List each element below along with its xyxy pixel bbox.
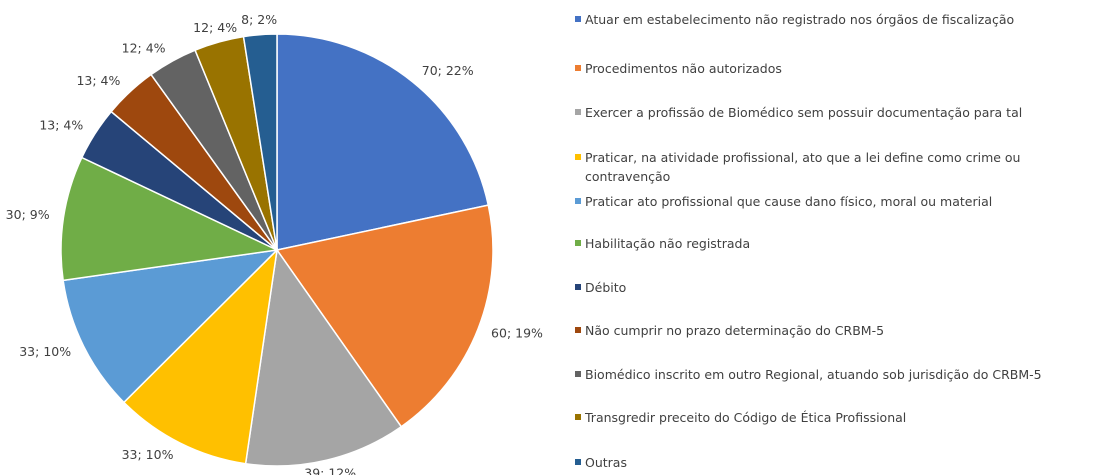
- data-label: 30; 9%: [6, 207, 50, 222]
- data-label: 33; 10%: [122, 447, 174, 462]
- pie-slice: [244, 248, 403, 467]
- legend-item: Não cumprir no prazo determinação do CRB…: [575, 321, 1105, 340]
- pie-slice: [122, 247, 279, 465]
- legend-swatch: [575, 284, 581, 290]
- legend-label: Praticar, na atividade profissional, ato…: [585, 150, 1021, 184]
- legend-swatch: [575, 371, 581, 377]
- legend-swatch: [575, 198, 581, 204]
- data-label: 70; 22%: [422, 63, 474, 78]
- legend-swatch: [575, 240, 581, 246]
- legend-label: Habilitação não registrada: [585, 236, 751, 251]
- legend-item: Procedimentos não autorizados: [575, 59, 1105, 78]
- legend-label: Não cumprir no prazo determinação do CRB…: [585, 323, 885, 338]
- legend-item: Transgredir preceito do Código de Ética …: [575, 408, 1105, 427]
- legend-item: Débito: [575, 278, 1105, 297]
- legend-label: Praticar ato profissional que cause dano…: [585, 194, 993, 209]
- data-label: 39; 12%: [304, 465, 356, 475]
- legend-label: Biomédico inscrito em outro Regional, at…: [585, 367, 1042, 382]
- legend-swatch: [575, 65, 581, 71]
- data-label: 13; 4%: [39, 118, 83, 133]
- legend-label: Débito: [585, 280, 627, 295]
- legend-label: Atuar em estabelecimento não registrado …: [585, 12, 1015, 27]
- pie-slice: [275, 204, 494, 428]
- data-label: 8; 2%: [241, 12, 277, 27]
- legend-item: Outras: [575, 453, 1105, 472]
- data-label: 12; 4%: [193, 20, 237, 35]
- legend-swatch: [575, 16, 581, 22]
- legend-label: Transgredir preceito do Código de Ética …: [585, 410, 907, 425]
- legend-item: Atuar em estabelecimento não registrado …: [575, 10, 1105, 29]
- legend-swatch: [575, 109, 581, 115]
- legend-label: Outras: [585, 455, 627, 470]
- legend-item: Biomédico inscrito em outro Regional, at…: [575, 365, 1105, 384]
- legend-label: Exercer a profissão de Biomédico sem pos…: [585, 105, 1023, 120]
- data-label: 60; 19%: [491, 326, 543, 341]
- legend-item: Praticar, na atividade profissional, ato…: [575, 148, 1105, 186]
- legend-swatch: [575, 327, 581, 333]
- pie-slice: [60, 156, 280, 282]
- legend-item: Exercer a profissão de Biomédico sem pos…: [575, 103, 1105, 122]
- legend-swatch: [575, 459, 581, 465]
- data-label: 12; 4%: [122, 40, 166, 55]
- legend-item: Praticar ato profissional que cause dano…: [575, 192, 1105, 211]
- data-label: 13; 4%: [76, 73, 120, 88]
- pie-slice: [242, 33, 278, 251]
- legend-label: Procedimentos não autorizados: [585, 61, 782, 76]
- legend-swatch: [575, 154, 581, 160]
- data-label: 33; 10%: [19, 344, 71, 359]
- legend-item: Habilitação não registrada: [575, 234, 1105, 253]
- pie-slice: [62, 248, 280, 404]
- pie-slice: [276, 33, 490, 251]
- legend-swatch: [575, 414, 581, 420]
